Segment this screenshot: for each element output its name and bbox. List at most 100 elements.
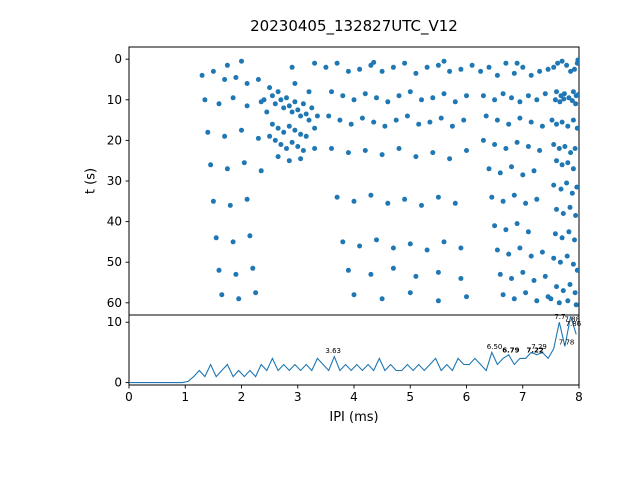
scatter-point	[314, 113, 320, 119]
scatter-point	[413, 273, 419, 279]
scatter-point	[441, 239, 447, 245]
scatter-point	[542, 91, 548, 97]
scatter-point	[494, 72, 500, 78]
scatter-point	[525, 93, 531, 99]
scatter-point	[557, 99, 563, 105]
scatter-point	[210, 198, 216, 204]
scatter-point	[537, 148, 543, 153]
scatter-point	[275, 89, 281, 95]
scatter-point	[216, 267, 222, 273]
scatter-point	[284, 95, 289, 101]
scatter-point	[447, 156, 453, 162]
scatter-point	[441, 58, 447, 64]
annotation-label: 7.78	[559, 339, 575, 347]
scatter-point	[219, 292, 225, 298]
scatter-point	[222, 133, 228, 139]
scatter-point	[480, 137, 486, 143]
scatter-point	[517, 115, 523, 121]
scatter-point	[208, 162, 214, 168]
scatter-point	[337, 117, 343, 123]
scatter-point	[566, 229, 572, 235]
scatter-point	[250, 265, 256, 271]
scatter-point	[371, 119, 377, 125]
scatter-point	[334, 194, 340, 200]
scatter-point	[255, 135, 261, 141]
scatter-point	[348, 121, 354, 127]
scatter-point	[559, 119, 565, 125]
scatter-point	[509, 95, 514, 101]
scatter-point	[517, 99, 523, 105]
scatter-point	[537, 68, 543, 74]
scatter-point	[565, 160, 571, 166]
scatter-point	[404, 113, 410, 119]
scatter-point	[528, 119, 534, 125]
scatter-point	[345, 68, 351, 74]
scatter-point	[275, 125, 281, 131]
scatter-point	[452, 99, 458, 105]
scatter-point	[289, 64, 295, 70]
scatter-point	[528, 72, 534, 78]
scatter-point	[565, 123, 571, 129]
scatter-point	[574, 184, 579, 190]
scatter-point	[334, 60, 340, 66]
scatter-point	[464, 148, 469, 153]
annotation-label: 7.7	[554, 313, 565, 321]
scatter-point	[312, 125, 318, 131]
scatter-point	[489, 194, 495, 200]
scatter-point	[241, 160, 247, 166]
scatter-point	[272, 137, 278, 143]
scatter-point	[430, 95, 436, 101]
scatter-point	[340, 239, 346, 245]
scatter-point	[374, 95, 379, 101]
scatter-point	[362, 148, 368, 153]
scatter-point	[435, 194, 441, 200]
scatter-point	[554, 121, 559, 127]
scatter-point	[402, 196, 408, 202]
scatter-point	[509, 164, 514, 170]
x-tick-label: 8	[575, 390, 583, 404]
y-tick-label: 60	[107, 296, 122, 310]
scatter-point	[278, 97, 284, 103]
scatter-point	[568, 68, 574, 74]
scatter-point	[224, 166, 230, 172]
x-tick-label: 3	[294, 390, 302, 404]
hist-y-tick-label: 0	[114, 376, 122, 390]
scatter-point	[562, 144, 568, 149]
scatter-point	[494, 247, 500, 253]
scatter-point	[309, 105, 315, 111]
scatter-point	[385, 99, 391, 105]
y-tick-label: 20	[107, 133, 122, 147]
scatter-point	[396, 146, 402, 151]
scatter-point	[458, 245, 464, 251]
scatter-point	[551, 64, 557, 70]
scatter-point	[430, 150, 436, 156]
scatter-point	[567, 204, 573, 210]
scatter-point	[281, 105, 287, 111]
scatter-point	[511, 296, 517, 302]
scatter-point	[561, 96, 567, 102]
scatter-point	[572, 146, 578, 151]
scatter-point	[572, 66, 577, 72]
scatter-point	[303, 133, 309, 139]
scatter-point	[393, 117, 399, 123]
x-tick-label: 2	[238, 390, 246, 404]
scatter-point	[560, 211, 566, 216]
scatter-point	[520, 172, 526, 178]
scatter-point	[514, 60, 520, 66]
scatter-point	[520, 269, 526, 275]
scatter-point	[267, 133, 273, 139]
scatter-point	[503, 146, 509, 151]
scatter-point	[556, 300, 562, 306]
scatter-point	[295, 144, 301, 149]
scatter-point	[575, 57, 579, 63]
scatter-point	[555, 60, 561, 66]
scatter-point	[329, 146, 334, 151]
scatter-point	[289, 139, 295, 145]
scatter-point	[286, 103, 292, 109]
scatter-point	[573, 302, 579, 308]
scatter-point	[222, 77, 228, 82]
scatter-point	[559, 162, 565, 168]
scatter-point	[351, 292, 357, 298]
scatter-point	[407, 89, 413, 95]
